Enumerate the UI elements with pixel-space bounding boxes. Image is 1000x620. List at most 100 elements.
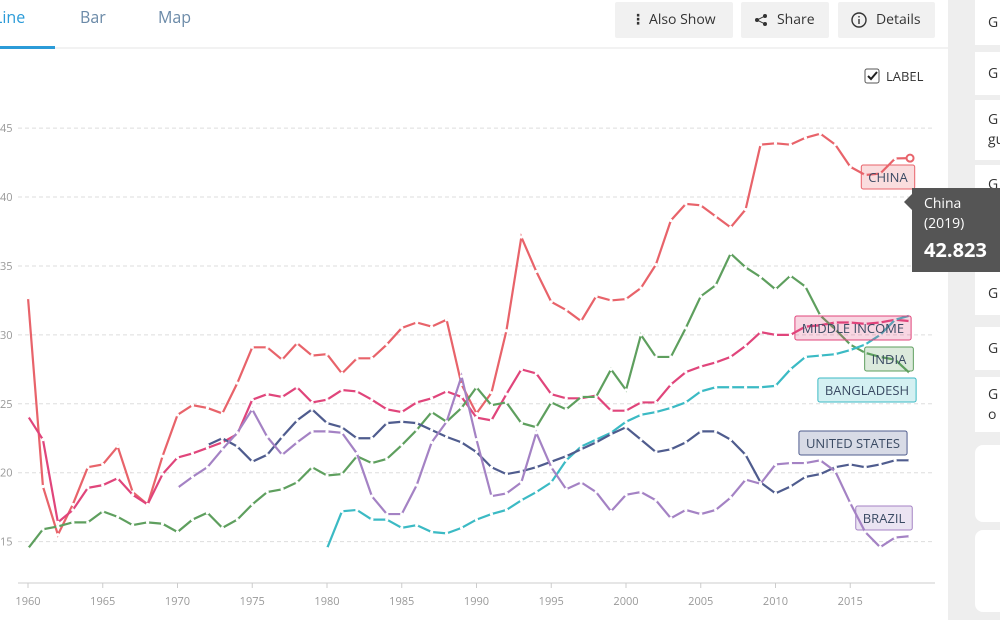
point [489, 391, 494, 395]
point [250, 398, 254, 402]
tab[interactable]: Map [158, 6, 192, 28]
point [609, 509, 613, 513]
highlight-point [905, 153, 915, 163]
point [639, 438, 643, 442]
point [729, 355, 733, 359]
point [116, 444, 120, 449]
point [370, 494, 374, 498]
point [714, 385, 718, 389]
y-tick-label: 45 [0, 121, 13, 136]
point [534, 431, 538, 435]
point [669, 447, 673, 451]
point [340, 431, 344, 435]
point [594, 438, 598, 442]
point [400, 526, 404, 530]
point [669, 406, 673, 410]
point [878, 355, 882, 359]
point [714, 429, 718, 433]
tab[interactable]: Bar [80, 6, 106, 28]
point [773, 141, 778, 145]
point [86, 465, 90, 469]
point [295, 341, 299, 345]
point [250, 502, 254, 507]
point [459, 406, 464, 410]
series-label: UNITED STATES [806, 434, 900, 452]
point [684, 508, 688, 512]
point [325, 398, 329, 402]
point [265, 435, 269, 439]
point [714, 360, 718, 365]
point [863, 530, 867, 534]
sidebar-item[interactable]: G [975, 272, 1000, 315]
point [295, 440, 299, 445]
series-label: MIDDLE INCOME [802, 319, 904, 337]
point [758, 330, 763, 334]
sidebar-item[interactable]: G [975, 52, 1000, 95]
x-tick-label: 1990 [464, 594, 489, 609]
point [71, 508, 75, 512]
point [295, 480, 299, 484]
series-label: CHINA [868, 168, 908, 186]
point [101, 483, 105, 487]
point [86, 520, 90, 524]
sidebar-card [975, 530, 1000, 612]
point [669, 382, 673, 387]
point [773, 384, 778, 388]
point [594, 440, 598, 445]
point [758, 385, 763, 389]
point [803, 475, 808, 479]
chart: LABEL 15 20 25 30 35 40 45 1960 1965 1970 1975 1980… [0, 46, 948, 609]
point [280, 487, 284, 491]
sidebar-text: G [988, 175, 999, 194]
point [729, 385, 733, 389]
share-button[interactable]: Share [741, 2, 829, 38]
point [654, 355, 658, 359]
point [355, 436, 359, 440]
point [310, 465, 314, 469]
point [205, 446, 209, 450]
series-line [206, 407, 911, 495]
point [400, 443, 404, 447]
point [474, 438, 479, 442]
point [639, 400, 643, 405]
point [340, 388, 344, 392]
point [205, 511, 209, 515]
point [310, 429, 314, 433]
point [684, 202, 688, 206]
point [175, 530, 180, 534]
point [116, 476, 120, 480]
point [788, 461, 793, 465]
series-line [27, 251, 911, 550]
point [893, 458, 897, 462]
also-show-button[interactable]: ⋮ Also Show [615, 2, 733, 38]
point [818, 353, 822, 358]
point [818, 132, 822, 136]
point [654, 400, 658, 405]
series-label-box [798, 430, 908, 456]
point [474, 385, 479, 389]
point [190, 517, 195, 522]
point [848, 462, 852, 467]
point [445, 318, 449, 322]
point [803, 285, 808, 289]
sidebar-item[interactable]: G [975, 0, 1000, 45]
series-line [176, 372, 911, 549]
point [131, 523, 135, 527]
sidebar-item[interactable]: G [975, 327, 1000, 370]
point [773, 287, 778, 292]
active-tab-underline [0, 46, 55, 49]
point [146, 520, 150, 524]
point [220, 447, 224, 451]
checkbox-label[interactable]: LABEL [886, 67, 924, 85]
details-button[interactable]: Details [838, 2, 935, 38]
point [265, 490, 269, 494]
series-label-box [855, 505, 913, 531]
checkbox[interactable] [864, 68, 880, 84]
point [400, 326, 404, 330]
point [564, 396, 568, 400]
point [803, 355, 808, 359]
point [714, 508, 718, 512]
